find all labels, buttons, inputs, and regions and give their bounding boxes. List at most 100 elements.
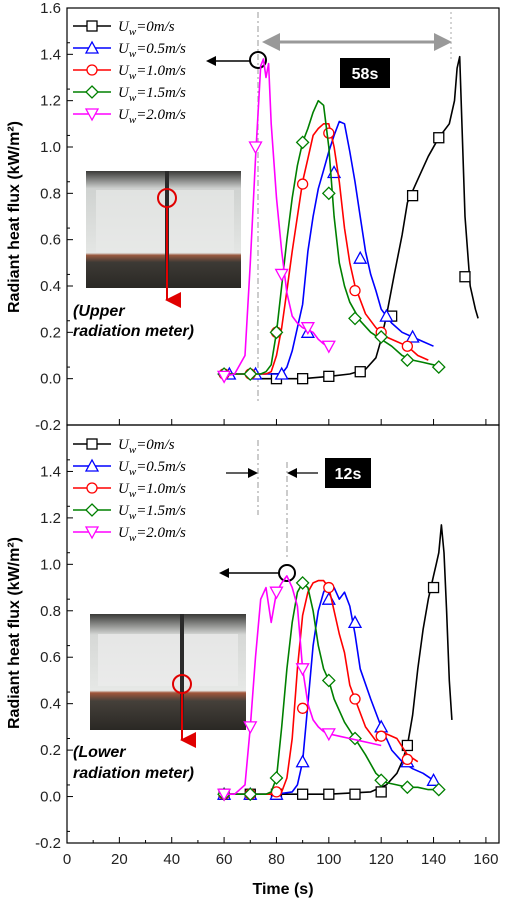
data-point [248,141,263,155]
legend-label: Uw=2.0m/s [118,107,186,126]
data-point [323,788,335,800]
data-point [269,771,284,785]
data-point [374,773,389,788]
inset-label-line1: (Upper [73,303,125,320]
data-point [243,367,258,381]
legend-swatch-marker [85,503,99,517]
data-point [269,325,284,340]
peak-pointer-arrowhead [206,56,216,66]
data-point [400,780,415,795]
x-axis-label: Time (s) [252,881,313,898]
lower-legend: Uw=0m/s Uw=0.5m/s Uw=1.0m/s Uw=1.5m/s Uw=2.0… [73,437,186,544]
data-point [406,189,419,202]
data-point [296,178,309,190]
upper-guides: 58s [206,12,452,403]
y-tick-label: 1.0 [40,139,61,156]
x-tick-label: 80 [268,851,285,868]
interval-badge [340,58,390,88]
data-point [353,250,368,264]
series-line [260,55,479,380]
data-point [375,786,387,798]
data-point [401,739,414,752]
data-point [433,132,445,144]
data-point [243,787,258,802]
y-tick-label: 0.6 [40,232,61,249]
y-tick-label: 1.4 [40,463,61,480]
data-point [216,788,232,802]
lower-plot-frame [66,424,500,844]
lower-inset-photo: (Lower radiation meter) [73,614,246,782]
y-tick-label: 0.6 [40,649,61,666]
data-point [295,754,310,768]
y-axis-label-lower: Radiant heat flux (kW/m²) [6,537,23,729]
legend-label: Uw=1.0m/s [118,481,186,500]
data-point [431,360,446,375]
legend-swatch-marker [84,108,100,122]
x-tick-label: 20 [111,851,128,868]
inset-label-line2: radiation meter) [73,323,194,340]
data-point [295,663,310,677]
upper-y-ticks: 0.0 0.2 0.4 0.6 0.8 1.0 1.2 1.4 1.6 -0.2 [35,0,73,434]
peak-highlight-circle [278,564,296,582]
series-line [223,58,330,378]
interval-arrowhead-left [262,33,280,51]
lower-y-ticks: -0.2 0.0 0.2 0.4 0.6 0.8 1.0 1.2 1.4 [35,459,73,852]
data-point [321,186,336,201]
data-point [374,330,389,344]
data-point [349,693,361,705]
x-tick-label: 120 [369,851,394,868]
data-point [401,340,414,352]
legend-label: Uw=1.5m/s [118,85,186,104]
interval-badge-label: 12s [335,466,362,483]
data-point [426,772,441,786]
data-point [243,721,258,735]
data-point [216,370,232,384]
data-point [427,581,440,594]
y-tick-label: 0.8 [40,603,61,620]
legend-swatch-marker [86,20,98,32]
y-axis-label-upper: Radiant heat flux (kW/m²) [6,121,23,313]
data-point [405,329,420,343]
legend-swatch-marker [84,526,100,540]
data-point [269,586,284,600]
data-point [323,581,335,594]
interval-badge [325,458,371,488]
data-point [321,673,336,688]
upper-series [216,55,479,385]
data-point [274,366,289,380]
lower-guides: 12s [219,440,371,582]
data-point [349,284,361,297]
interval-arrowhead-left [248,468,258,478]
y-tick-label: 1.2 [40,93,61,110]
data-point [354,366,366,378]
data-point [323,370,335,383]
legend-swatch-marker [84,40,100,54]
data-point [459,271,471,283]
x-tick-label: 60 [216,851,233,868]
y-tick-label: 1.0 [40,556,61,573]
x-tick-label: 0 [63,851,71,868]
data-point [295,575,310,590]
legend-swatch-marker [86,482,98,494]
peak-pointer-arrowhead [219,568,229,578]
data-point [296,788,309,800]
y-tick-label: -0.2 [35,417,61,434]
x-tick-label: 100 [316,851,341,868]
data-point [348,311,362,326]
y-tick-label: 0.2 [40,324,61,341]
x-tick-label: 40 [163,851,180,868]
upper-legend: Uw=0m/s Uw=0.5m/s Uw=1.0m/s Uw=1.5m/s Uw=2.0… [73,19,186,126]
legend-label: Uw=0.5m/s [118,459,186,478]
series-line [224,524,453,796]
data-point [321,340,336,354]
series-line [224,99,442,375]
data-point [400,353,415,368]
y-tick-label: 0.4 [40,696,61,713]
y-tick-label: 0.2 [40,742,61,759]
y-tick-label: -0.2 [35,835,61,852]
y-tick-label: 0.4 [40,278,61,295]
data-point [300,322,315,336]
legend-swatch-marker [85,85,99,99]
lower-panel: -0.2 0.0 0.2 0.4 0.6 0.8 1.0 1.2 1.4 0 20 40 60 80 10… [35,419,500,868]
